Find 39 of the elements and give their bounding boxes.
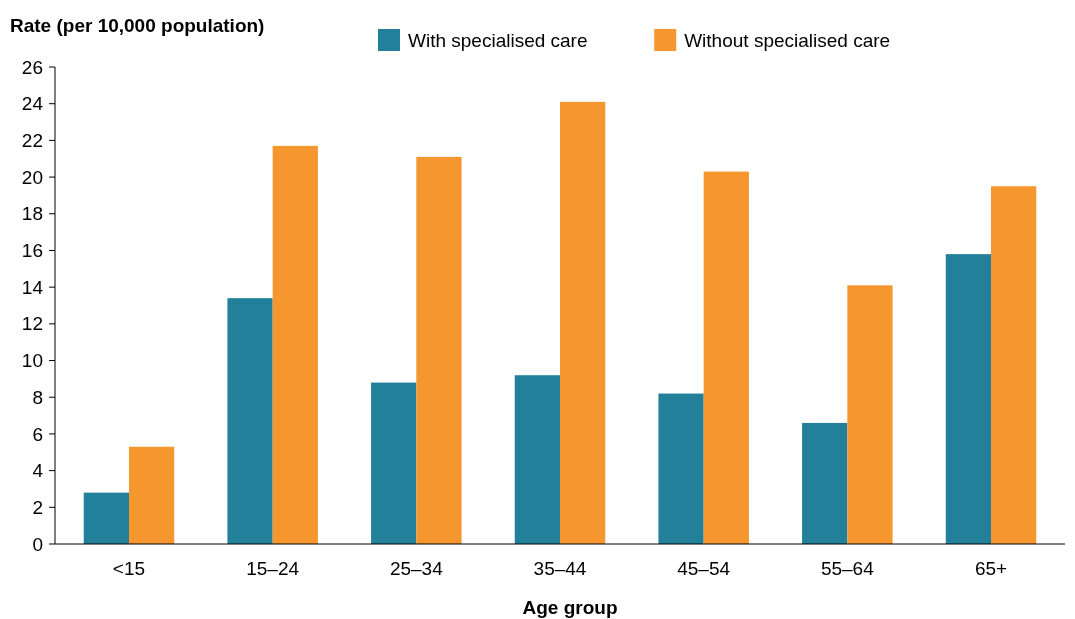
y-tick-label: 18 xyxy=(21,203,43,225)
bar xyxy=(272,145,318,544)
y-tick-label: 22 xyxy=(21,130,43,152)
bar xyxy=(514,375,560,544)
y-axis-title: Rate (per 10,000 population) xyxy=(10,15,265,36)
bar xyxy=(83,492,129,544)
bar xyxy=(847,285,893,544)
legend-label: Without specialised care xyxy=(684,29,891,51)
bar xyxy=(991,186,1037,544)
y-tick-label: 16 xyxy=(21,240,43,262)
y-tick-label: 8 xyxy=(32,386,43,408)
y-tick-label: 10 xyxy=(21,350,43,372)
bar xyxy=(371,382,417,544)
x-tick-label: 25–34 xyxy=(389,558,444,579)
x-tick-label: 35–44 xyxy=(533,558,587,579)
x-axis-title: Age group xyxy=(522,597,618,618)
y-tick-label: 4 xyxy=(32,460,44,482)
y-tick-label: 6 xyxy=(32,423,43,445)
bar xyxy=(227,298,273,544)
bar xyxy=(703,171,749,544)
x-tick-label: <15 xyxy=(112,558,146,579)
legend-label: With specialised care xyxy=(408,29,588,51)
bar xyxy=(658,393,704,544)
y-tick-label: 12 xyxy=(21,313,43,335)
bar xyxy=(416,156,462,544)
x-tick-label: 55–64 xyxy=(820,558,875,579)
y-tick-label: 0 xyxy=(32,533,43,555)
bar xyxy=(945,254,992,544)
y-tick-label: 24 xyxy=(21,93,44,115)
y-tick-label: 20 xyxy=(21,166,43,188)
x-tick-label: 65+ xyxy=(974,558,1008,579)
bar xyxy=(128,446,175,544)
bar xyxy=(560,101,606,544)
y-tick-label: 14 xyxy=(21,276,44,298)
y-tick-label: 2 xyxy=(32,496,43,518)
x-tick-label: 15–24 xyxy=(246,558,300,579)
bar xyxy=(802,422,848,544)
y-tick-label: 26 xyxy=(21,56,43,78)
x-tick-label: 45–54 xyxy=(677,558,731,579)
